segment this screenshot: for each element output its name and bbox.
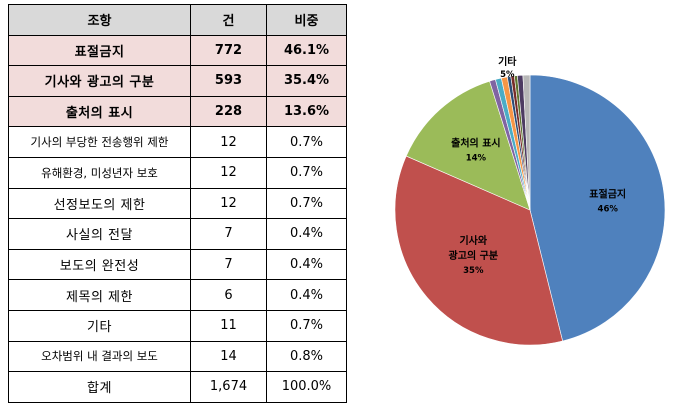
slice-label-line2: 광고의 구분 <box>449 249 498 262</box>
table-row: 선정보도의 제한 12 0.7% <box>8 187 347 220</box>
cell-share: 0.4% <box>266 218 347 250</box>
header-clause: 조항 <box>8 4 191 36</box>
pie-slice <box>405 80 531 211</box>
header-share: 비중 <box>266 4 347 36</box>
table-row: 합계 1,674 100.0% <box>8 371 347 403</box>
table-row: 유해환경, 미성년자 보호 12 0.7% <box>8 156 347 189</box>
slice-label-line1: 기사와 <box>459 234 487 247</box>
cell-count: 228 <box>190 95 267 128</box>
table-row: 사실의 전달 7 0.4% <box>8 218 347 250</box>
pie-slice <box>529 74 666 342</box>
cell-clause: 사실의 전달 <box>8 218 191 250</box>
callout-label: 기타 <box>498 55 517 68</box>
table-row: 기타 11 0.7% <box>8 309 347 342</box>
cell-count: 11 <box>190 309 267 342</box>
cell-share: 100.0% <box>266 371 347 403</box>
cell-clause: 유해환경, 미성년자 보호 <box>8 156 191 189</box>
cell-count: 7 <box>190 248 267 281</box>
slice-pct: 35% <box>463 266 484 276</box>
slice-label: 표절금지 <box>589 187 626 200</box>
cell-share: 35.4% <box>266 65 347 97</box>
callout-pct: 5% <box>500 70 515 80</box>
cell-clause: 표절금지 <box>8 34 191 67</box>
cell-clause: 합계 <box>8 371 191 403</box>
table-row: 보도의 완전성 7 0.4% <box>8 248 347 281</box>
cell-share: 46.1% <box>266 34 347 67</box>
table-row: 기사의 부당한 전송행위 제한 12 0.7% <box>8 126 347 158</box>
cell-count: 6 <box>190 279 267 311</box>
cell-count: 12 <box>190 126 267 158</box>
table-row: 오차범위 내 결과의 보도 14 0.8% <box>8 340 347 373</box>
cell-share: 0.7% <box>266 126 347 158</box>
cell-count: 7 <box>190 218 267 250</box>
cell-count: 14 <box>190 340 267 373</box>
pie-slice <box>394 155 563 346</box>
cell-share: 0.4% <box>266 248 347 281</box>
table-header-row: 조항 건 비중 <box>8 4 347 36</box>
cell-share: 0.7% <box>266 187 347 220</box>
cell-clause: 기사와 광고의 구분 <box>8 65 191 97</box>
table-row: 표절금지 772 46.1% <box>8 34 347 67</box>
cell-count: 772 <box>190 34 267 67</box>
cell-share: 0.7% <box>266 156 347 189</box>
slice-pct: 14% <box>466 154 487 164</box>
cell-clause: 기사의 부당한 전송행위 제한 <box>8 126 191 158</box>
cell-clause: 출처의 표시 <box>8 95 191 128</box>
header-count: 건 <box>190 4 267 36</box>
cell-share: 0.4% <box>266 279 347 311</box>
cell-clause: 보도의 완전성 <box>8 248 191 281</box>
cell-share: 0.8% <box>266 340 347 373</box>
cell-clause: 오차범위 내 결과의 보도 <box>8 340 191 373</box>
cell-clause: 제목의 제한 <box>8 279 191 311</box>
cell-count: 12 <box>190 187 267 220</box>
slice-pct: 46% <box>598 204 619 214</box>
cell-share: 0.7% <box>266 309 347 342</box>
table-row: 제목의 제한 6 0.4% <box>8 279 347 311</box>
table-row: 출처의 표시 228 13.6% <box>8 95 347 128</box>
cell-count: 12 <box>190 156 267 189</box>
pie-slice <box>522 74 531 211</box>
cell-share: 13.6% <box>266 95 347 128</box>
slice-label: 출처의 표시 <box>451 137 500 150</box>
table-row: 기사와 광고의 구분 593 35.4% <box>8 65 347 97</box>
cell-count: 1,674 <box>190 371 267 403</box>
cell-count: 593 <box>190 65 267 97</box>
cell-clause: 기타 <box>8 309 191 342</box>
stats-table: 조항 건 비중 표절금지 772 46.1% 기사와 광고의 구분 593 35.4% 출처… <box>8 4 347 403</box>
cell-clause: 선정보도의 제한 <box>8 187 191 220</box>
